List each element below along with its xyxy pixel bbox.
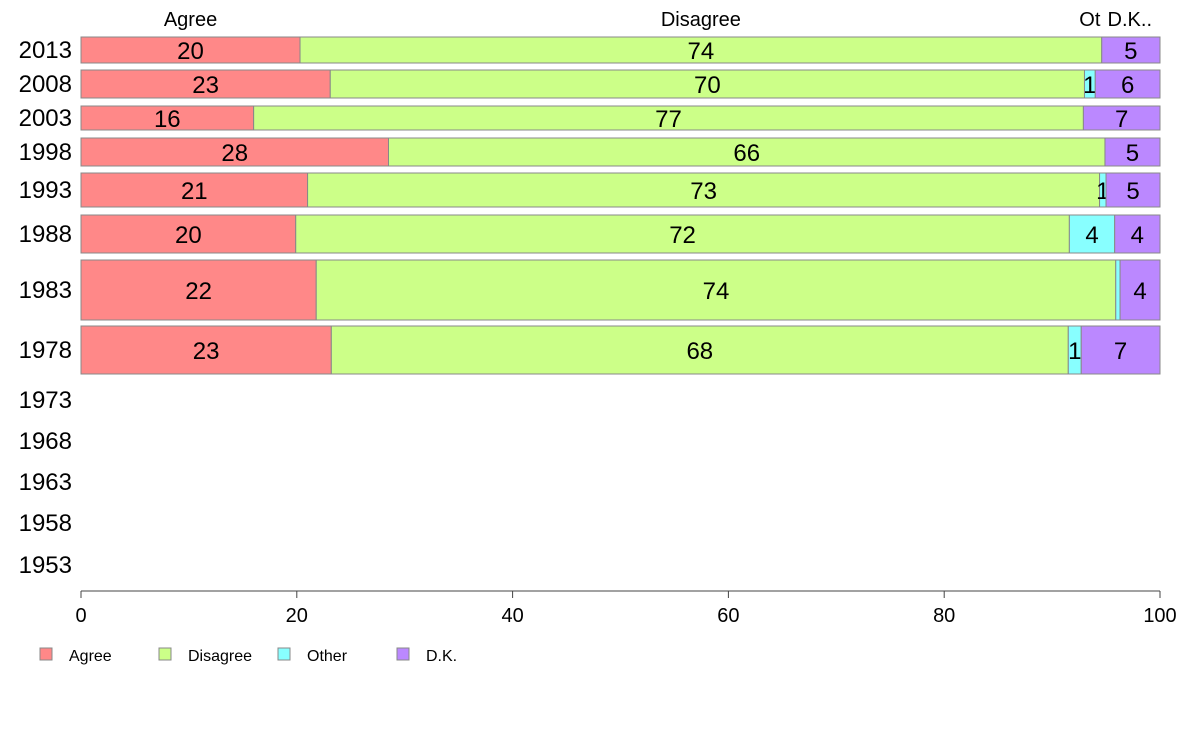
column-header-4: D.K.. — [1108, 9, 1152, 31]
bar-1983-other — [1115, 259, 1121, 321]
bar-1983-agree — [80, 259, 317, 321]
data-label-2003-dk: 7 — [1115, 106, 1128, 133]
y-tick-label-1963: 1963 — [19, 469, 72, 496]
legend-label-agree: Agree — [69, 648, 112, 665]
bar-2003-disagree — [253, 105, 1084, 131]
y-tick-label-1978: 1978 — [19, 337, 72, 364]
data-label-1983-agree: 22 — [185, 278, 212, 305]
y-tick-label-2003: 2003 — [19, 105, 72, 132]
x-tick-label-100: 100 — [1143, 605, 1176, 627]
data-label-2003-disagree: 77 — [655, 106, 682, 133]
data-label-1993-agree: 21 — [181, 178, 208, 205]
bar-2013-dk — [1101, 36, 1161, 64]
bar-1993-agree — [80, 172, 309, 208]
column-header-2: Disagree — [661, 9, 741, 31]
x-tick-label-80: 80 — [933, 605, 955, 627]
bar-1988-dk — [1114, 214, 1161, 254]
bar-1988-other — [1068, 214, 1116, 254]
y-tick-label-1968: 1968 — [19, 428, 72, 455]
bar-2013-disagree — [299, 36, 1103, 64]
bar-2008-disagree — [329, 69, 1085, 99]
data-label-1988-agree: 20 — [175, 222, 202, 249]
y-tick-label-2013: 2013 — [19, 37, 72, 64]
data-label-1978-disagree: 68 — [686, 338, 713, 365]
x-tick-label-40: 40 — [501, 605, 523, 627]
y-tick-label-1953: 1953 — [19, 552, 72, 579]
column-header-3: Ot — [1079, 9, 1101, 31]
data-label-2003-agree: 16 — [154, 106, 181, 133]
column-header-1: Agree — [164, 9, 217, 31]
data-label-1998-dk: 5 — [1126, 140, 1139, 167]
bar-1978-dk — [1080, 325, 1161, 375]
data-label-2008-dk: 6 — [1121, 72, 1134, 99]
data-label-1988-disagree: 72 — [669, 222, 696, 249]
bar-1978-disagree — [330, 325, 1069, 375]
data-label-2013-agree: 20 — [177, 38, 204, 65]
data-label-2008-agree: 23 — [192, 72, 219, 99]
data-label-1978-dk: 7 — [1114, 338, 1127, 365]
bar-2013-agree — [80, 36, 301, 64]
bar-1988-agree — [80, 214, 297, 254]
bar-1978-agree — [80, 325, 332, 375]
data-label-1998-agree: 28 — [221, 140, 248, 167]
legend-swatch-dk — [396, 647, 410, 661]
x-tick-label-60: 60 — [717, 605, 739, 627]
x-tick-label-0: 0 — [75, 605, 86, 627]
y-tick-label-1998: 1998 — [19, 139, 72, 166]
legend-label-dk: D.K. — [426, 648, 457, 665]
bar-1998-disagree — [388, 137, 1106, 167]
y-tick-label-1988: 1988 — [19, 221, 72, 248]
data-label-1983-disagree: 74 — [703, 278, 730, 305]
legend-swatch-agree — [39, 647, 53, 661]
data-label-1983-dk: 4 — [1133, 278, 1146, 305]
data-label-1993-dk: 5 — [1126, 178, 1139, 205]
bar-1983-disagree — [315, 259, 1117, 321]
data-label-1993-disagree: 73 — [690, 178, 717, 205]
data-label-1978-agree: 23 — [193, 338, 220, 365]
y-tick-label-1958: 1958 — [19, 510, 72, 537]
bar-2003-dk — [1082, 105, 1161, 131]
y-tick-label-1983: 1983 — [19, 277, 72, 304]
data-label-2008-other: 1 — [1083, 72, 1096, 99]
legend-swatch-other — [277, 647, 291, 661]
legend-label-other: Other — [307, 648, 348, 665]
bar-1998-agree — [80, 137, 390, 167]
bar-1983-dk — [1119, 259, 1161, 321]
data-label-2013-dk: 5 — [1124, 38, 1137, 65]
data-label-2013-disagree: 74 — [688, 38, 715, 65]
bar-1998-dk — [1104, 137, 1161, 167]
bar-1993-disagree — [307, 172, 1101, 208]
y-tick-label-1973: 1973 — [19, 387, 72, 414]
y-tick-label-2008: 2008 — [19, 71, 72, 98]
bar-1993-dk — [1105, 172, 1161, 208]
data-label-1988-dk: 4 — [1131, 222, 1144, 249]
bar-2008-dk — [1094, 69, 1161, 99]
data-label-1978-other: 1 — [1068, 338, 1081, 365]
bar-1988-disagree — [295, 214, 1070, 254]
legend-swatch-disagree — [158, 647, 172, 661]
bar-2003-agree — [80, 105, 255, 131]
data-label-2008-disagree: 70 — [694, 72, 721, 99]
data-label-1988-other: 4 — [1085, 222, 1098, 249]
legend-label-disagree: Disagree — [188, 648, 252, 665]
x-tick-label-20: 20 — [286, 605, 308, 627]
y-tick-label-1993: 1993 — [19, 177, 72, 204]
data-label-1998-disagree: 66 — [733, 140, 760, 167]
